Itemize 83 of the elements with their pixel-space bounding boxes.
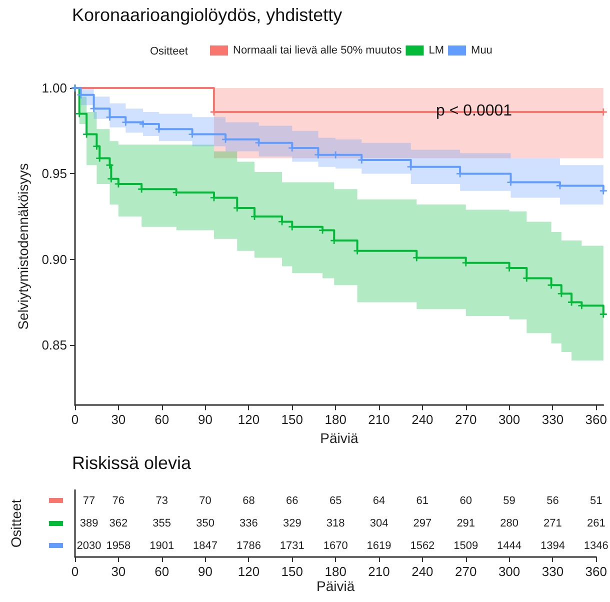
data-label: 1786 <box>236 540 261 552</box>
y-tick-label: 0.85 <box>42 338 67 353</box>
chart-title: Riskissä olevia <box>72 453 192 473</box>
x-tick-label: 150 <box>281 564 303 579</box>
legend-label: LM <box>428 44 444 56</box>
data-label: 1901 <box>150 540 174 552</box>
x-tick-label: 360 <box>585 412 608 428</box>
x-tick-label: 300 <box>498 564 520 579</box>
data-label: 61 <box>416 495 429 508</box>
data-label: 51 <box>590 495 602 508</box>
data-label: 1346 <box>584 540 608 552</box>
data-label: 1847 <box>193 540 218 552</box>
data-label: 1562 <box>410 540 435 552</box>
data-label: 77 <box>82 495 96 508</box>
data-label: 66 <box>286 495 298 508</box>
x-tick-label: 0 <box>71 412 79 428</box>
y-axis-title: Selviytymistodennäköisyys <box>15 163 31 330</box>
data-label: 65 <box>329 495 342 508</box>
x-tick-label: 240 <box>412 564 434 579</box>
x-tick-label: 90 <box>198 564 213 579</box>
legend-label: Normaali tai lievä alle 50% muutos <box>233 44 402 56</box>
data-label: 76 <box>112 495 125 508</box>
y-tick-label: 0.95 <box>42 166 67 182</box>
data-label: 73 <box>156 495 168 508</box>
data-label: 59 <box>503 495 516 508</box>
data-label: 1670 <box>323 540 348 552</box>
x-tick-label: 330 <box>542 564 564 579</box>
legend-title: Ositteet <box>150 46 188 58</box>
y-tick-label: 1.00 <box>42 80 67 96</box>
data-label: 329 <box>282 518 302 530</box>
data-label: 261 <box>586 518 606 530</box>
x-tick-label: 90 <box>198 412 213 428</box>
data-label: 389 <box>80 518 98 530</box>
y-axis-title: Ositteet <box>8 499 24 548</box>
x-tick-label: 180 <box>324 564 346 579</box>
x-tick-label: 330 <box>542 412 564 428</box>
annotation: p < 0.0001 <box>436 102 512 120</box>
x-tick-label: 150 <box>281 412 303 428</box>
data-label: 64 <box>372 495 386 508</box>
data-label: 280 <box>500 518 518 530</box>
x-tick-label: 360 <box>585 564 608 579</box>
chart-title: Koronaarioangiolöydös, yhdistetty <box>72 5 342 25</box>
x-tick-label: 210 <box>368 564 390 579</box>
x-tick-label: 210 <box>368 412 390 428</box>
x-tick-label: 60 <box>154 412 170 428</box>
x-axis-title: Päiviä <box>320 430 358 446</box>
x-tick-label: 180 <box>324 412 346 428</box>
data-label: 70 <box>199 495 212 508</box>
x-tick-label: 270 <box>455 412 477 428</box>
data-label: 68 <box>242 495 255 508</box>
x-tick-label: 240 <box>412 412 434 428</box>
x-tick-label: 30 <box>111 412 126 428</box>
point <box>600 310 607 318</box>
point <box>138 186 146 193</box>
data-label: 1394 <box>540 540 565 552</box>
data-label: 271 <box>544 518 562 530</box>
data-label: 56 <box>546 495 559 508</box>
data-label: 1619 <box>366 540 392 552</box>
x-tick-label: 60 <box>154 564 170 579</box>
data-label: 318 <box>326 518 345 530</box>
x-tick-label: 0 <box>71 564 79 579</box>
x-tick-label: 270 <box>455 564 477 579</box>
data-label: 362 <box>109 518 128 530</box>
x-tick-label: 300 <box>498 412 520 428</box>
x-tick-label: 120 <box>238 412 260 428</box>
data-label: 297 <box>413 518 432 530</box>
x-tick-label: 30 <box>111 564 126 579</box>
data-label: 350 <box>196 518 214 530</box>
data-label: 355 <box>152 518 172 530</box>
data-label: 2030 <box>76 540 102 552</box>
legend-label: Muu <box>471 44 492 56</box>
data-label: 1444 <box>497 540 522 552</box>
x-axis-title: Päiviä <box>316 578 355 594</box>
point <box>600 187 607 194</box>
data-label: 304 <box>370 518 388 530</box>
data-label: 60 <box>460 495 472 508</box>
data-label: 291 <box>456 518 476 530</box>
data-label: 336 <box>240 518 258 530</box>
data-label: 1731 <box>280 540 304 552</box>
data-label: 1509 <box>454 540 478 552</box>
y-tick-label: 0.90 <box>42 252 67 267</box>
x-tick-label: 120 <box>238 564 260 579</box>
data-label: 1958 <box>106 540 131 552</box>
